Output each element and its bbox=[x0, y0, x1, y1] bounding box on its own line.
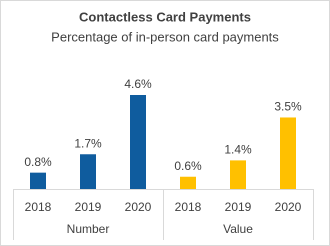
x-tick-label: 2019 bbox=[75, 200, 102, 214]
bar bbox=[130, 95, 146, 189]
chart-subtitle: Percentage of in-person card payments bbox=[51, 29, 279, 44]
data-label: 4.6% bbox=[124, 77, 152, 91]
x-tick-label: 2019 bbox=[225, 200, 252, 214]
group-label: Number bbox=[67, 222, 110, 236]
data-label: 0.6% bbox=[174, 159, 202, 173]
group-label: Value bbox=[223, 222, 253, 236]
x-tick-label: 2020 bbox=[275, 200, 302, 214]
bar bbox=[80, 154, 96, 189]
bar bbox=[280, 117, 296, 189]
x-tick-label: 2020 bbox=[125, 200, 152, 214]
chart-title: Contactless Card Payments bbox=[79, 9, 251, 24]
x-tick-label: 2018 bbox=[25, 200, 52, 214]
data-label: 1.4% bbox=[224, 143, 252, 157]
bar bbox=[30, 172, 46, 189]
x-tick-label: 2018 bbox=[175, 200, 202, 214]
bar bbox=[230, 160, 246, 189]
data-label: 3.5% bbox=[274, 100, 302, 114]
bar bbox=[180, 176, 196, 189]
data-label: 0.8% bbox=[24, 155, 52, 169]
data-label: 1.7% bbox=[74, 136, 102, 150]
